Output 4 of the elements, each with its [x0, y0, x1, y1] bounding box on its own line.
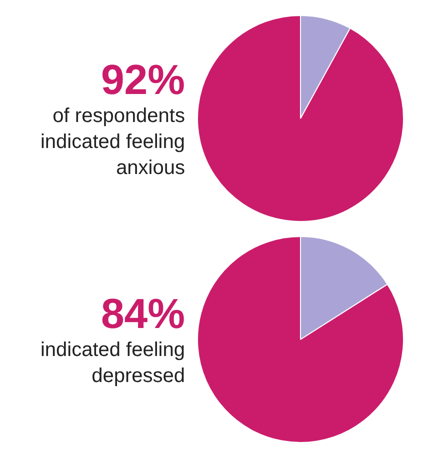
text: of respondents indicated feeling anxious	[39, 104, 185, 180]
text: indicated feeling depressed	[39, 338, 185, 388]
data-label: 84%	[100, 290, 185, 336]
data-label: 92%	[100, 56, 185, 102]
